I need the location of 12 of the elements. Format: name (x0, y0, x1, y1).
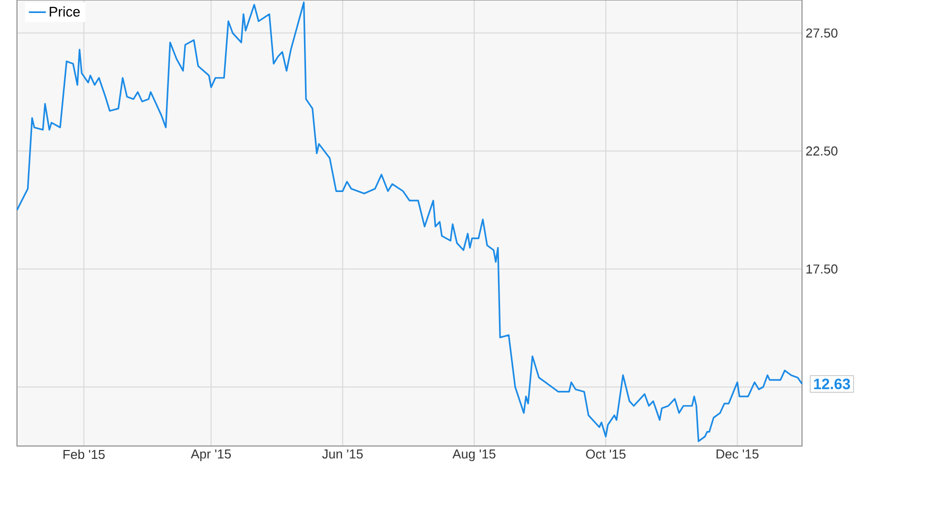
y-tick-label: 17.50 (806, 264, 838, 274)
y-tick-label: 27.50 (806, 28, 838, 38)
annotation: 12.63 (814, 378, 850, 390)
x-tick-label: Jun '15 (322, 450, 363, 459)
legend-label: Price (50, 6, 80, 17)
line-series (16, 2, 803, 442)
x-tick-label: Feb '15 (64, 450, 105, 460)
x-tick-label: Apr '15 (190, 450, 231, 462)
x-tick-label: Oct '15 (586, 450, 626, 459)
x-tick-label: Aug '15 (452, 450, 496, 462)
y-tick-label: 22.50 (806, 146, 838, 156)
x-tick-label: Dec '15 (716, 450, 759, 459)
